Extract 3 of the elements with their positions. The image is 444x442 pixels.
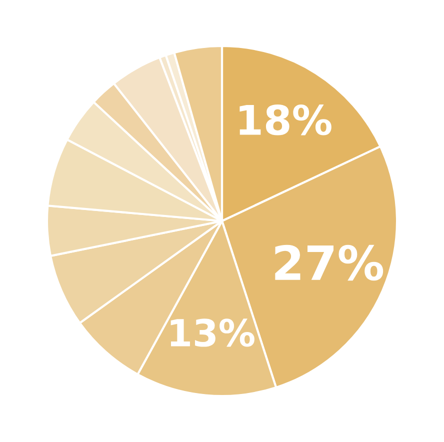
data-label: 18% bbox=[240, 104, 332, 136]
data-label: 13% bbox=[170, 318, 254, 347]
data-label: 27% bbox=[275, 244, 384, 281]
